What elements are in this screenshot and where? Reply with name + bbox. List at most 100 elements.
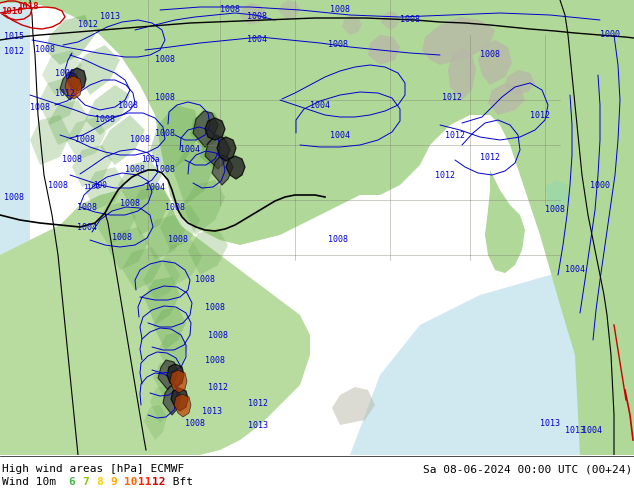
Polygon shape	[68, 68, 86, 91]
Text: 1008: 1008	[112, 232, 132, 242]
Polygon shape	[170, 370, 187, 393]
Polygon shape	[65, 76, 82, 99]
Polygon shape	[190, 110, 222, 150]
Polygon shape	[100, 115, 145, 165]
Polygon shape	[45, 15, 95, 65]
Polygon shape	[143, 259, 180, 300]
Polygon shape	[545, 180, 570, 210]
Text: 1008: 1008	[118, 100, 138, 109]
Text: 1008: 1008	[155, 55, 175, 65]
Polygon shape	[174, 394, 191, 417]
Polygon shape	[448, 47, 476, 100]
Text: 1008: 1008	[77, 202, 97, 212]
Text: 7: 7	[82, 477, 89, 487]
Text: 1012: 1012	[480, 153, 500, 163]
Text: 1004: 1004	[180, 146, 200, 154]
Polygon shape	[160, 205, 200, 250]
Polygon shape	[150, 385, 174, 423]
Polygon shape	[122, 247, 162, 290]
Polygon shape	[85, 167, 125, 210]
Text: 1015: 1015	[4, 32, 24, 42]
Text: 1012: 1012	[435, 171, 455, 179]
Text: 1013: 1013	[248, 420, 268, 430]
Polygon shape	[217, 137, 236, 161]
Text: Bft: Bft	[166, 477, 193, 487]
Polygon shape	[212, 155, 233, 185]
Text: 8: 8	[96, 477, 103, 487]
Text: High wind areas [hPa] ECMWF: High wind areas [hPa] ECMWF	[2, 464, 184, 474]
Polygon shape	[118, 160, 162, 205]
Text: 1008: 1008	[120, 198, 140, 207]
Polygon shape	[226, 156, 245, 179]
Polygon shape	[167, 364, 184, 387]
Text: 1008: 1008	[155, 166, 175, 174]
Polygon shape	[173, 145, 215, 205]
Polygon shape	[193, 111, 218, 147]
Polygon shape	[66, 117, 106, 160]
Polygon shape	[205, 118, 225, 140]
Text: 1012: 1012	[55, 89, 75, 98]
Polygon shape	[144, 405, 167, 440]
Text: 1018: 1018	[17, 2, 39, 11]
Text: 1008: 1008	[195, 275, 215, 285]
Polygon shape	[485, 170, 525, 273]
Polygon shape	[96, 201, 136, 245]
Polygon shape	[158, 360, 178, 390]
Text: 1012: 1012	[530, 111, 550, 120]
Polygon shape	[505, 70, 535, 95]
Polygon shape	[368, 35, 400, 65]
Text: 1008: 1008	[95, 116, 115, 124]
Text: 6: 6	[68, 477, 75, 487]
Polygon shape	[240, 3, 266, 25]
Text: 1012: 1012	[248, 398, 268, 408]
Text: 1008: 1008	[4, 193, 24, 201]
Text: 1004: 1004	[77, 222, 97, 231]
Polygon shape	[342, 15, 362, 35]
Text: 1004: 1004	[330, 130, 350, 140]
Text: 1008: 1008	[185, 418, 205, 427]
Polygon shape	[350, 255, 634, 455]
Text: 1004: 1004	[565, 266, 585, 274]
Polygon shape	[183, 180, 225, 235]
Polygon shape	[108, 227, 148, 270]
Text: 1008: 1008	[205, 302, 225, 312]
Text: 1008: 1008	[480, 50, 500, 59]
Text: 1008: 1008	[155, 93, 175, 101]
Text: 1013: 1013	[540, 418, 560, 427]
Text: 1008: 1008	[168, 236, 188, 245]
Text: 1012: 1012	[442, 93, 462, 101]
Text: 1004: 1004	[310, 100, 330, 109]
Text: 1008: 1008	[125, 166, 145, 174]
Polygon shape	[48, 100, 88, 145]
Polygon shape	[422, 17, 495, 65]
Polygon shape	[30, 115, 70, 165]
Text: 1008: 1008	[165, 202, 185, 212]
Polygon shape	[205, 135, 230, 169]
Text: 11: 11	[138, 477, 152, 487]
Text: 1008: 1008	[247, 13, 267, 22]
Polygon shape	[130, 185, 170, 235]
Text: 1008: 1008	[62, 155, 82, 165]
Text: Sa 08-06-2024 00:00 UTC (00+24): Sa 08-06-2024 00:00 UTC (00+24)	[423, 464, 632, 474]
Text: 1004: 1004	[247, 35, 267, 45]
Text: 1008: 1008	[30, 102, 50, 112]
Polygon shape	[158, 332, 188, 375]
Polygon shape	[85, 85, 130, 135]
Polygon shape	[0, 0, 634, 455]
Polygon shape	[381, 11, 400, 30]
Polygon shape	[153, 307, 186, 350]
Text: 1008: 1008	[400, 16, 420, 24]
Polygon shape	[144, 277, 180, 325]
Polygon shape	[279, 0, 300, 20]
Text: 1012: 1012	[208, 383, 228, 392]
Polygon shape	[150, 105, 200, 175]
Text: 1008: 1008	[35, 46, 55, 54]
Polygon shape	[60, 72, 80, 100]
Polygon shape	[145, 215, 185, 260]
Text: 1100: 1100	[84, 184, 101, 190]
Text: 9: 9	[110, 477, 117, 487]
Polygon shape	[188, 229, 228, 275]
Polygon shape	[171, 388, 188, 411]
Text: 1008: 1008	[155, 128, 175, 138]
Text: 1008: 1008	[55, 69, 75, 77]
